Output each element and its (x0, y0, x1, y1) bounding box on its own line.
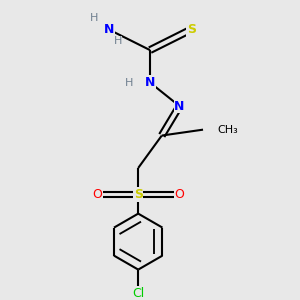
Text: O: O (175, 188, 184, 201)
Text: O: O (92, 188, 102, 201)
Text: S: S (187, 23, 196, 36)
Text: CH₃: CH₃ (218, 124, 238, 135)
Text: H: H (113, 36, 122, 46)
Text: H: H (90, 13, 98, 23)
Text: Cl: Cl (132, 287, 144, 300)
Text: N: N (174, 100, 185, 112)
Text: H: H (125, 77, 134, 88)
Text: N: N (103, 23, 114, 36)
Text: S: S (134, 188, 143, 201)
Text: N: N (145, 76, 155, 89)
